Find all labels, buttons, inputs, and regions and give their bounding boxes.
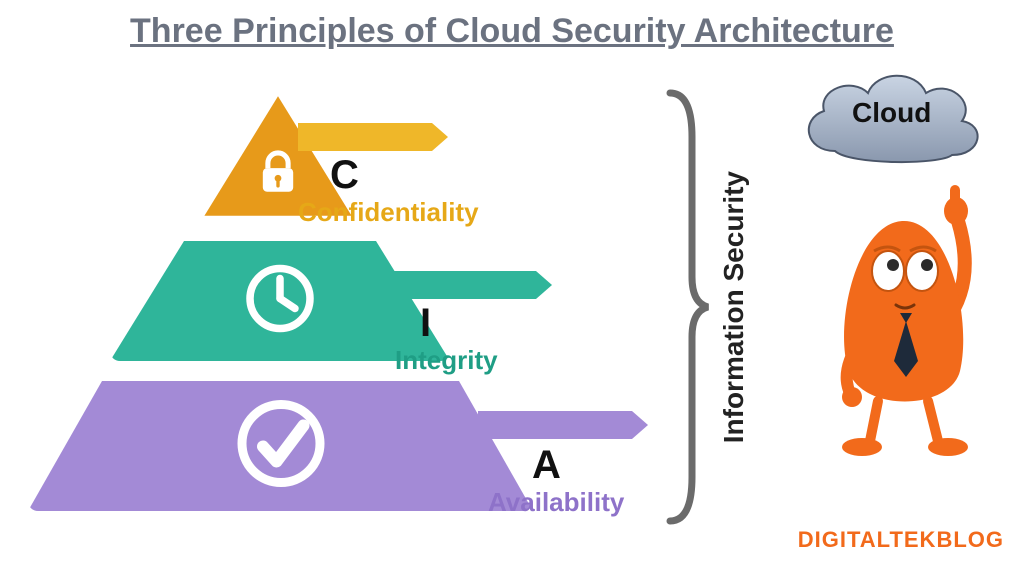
- tier-availability: [28, 381, 533, 511]
- tier-integrity: [110, 241, 450, 361]
- mascot-character: [800, 161, 1010, 466]
- tier-integrity-arrow: [392, 271, 552, 299]
- lock-icon: [251, 145, 305, 204]
- brand-watermark: DIGITALTEKBLOG: [798, 527, 1004, 553]
- grouping-brace: [660, 87, 710, 532]
- page-title: Three Principles of Cloud Security Archi…: [0, 0, 1024, 51]
- tier-confidentiality-arrow: [298, 123, 448, 151]
- tier-confidentiality-letter: C: [330, 153, 359, 198]
- tier-availability-word: Availability: [488, 487, 624, 518]
- tier-availability-arrow: [478, 411, 648, 439]
- tier-integrity-word: Integrity: [395, 345, 498, 376]
- cloud-label: Cloud: [852, 97, 931, 129]
- tier-confidentiality-word: Confidentiality: [298, 197, 479, 228]
- tier-availability-letter: A: [532, 443, 561, 488]
- diagram-stage: CConfidentiality IIntegrity AAvailabilit…: [0, 51, 1024, 571]
- check-icon: [233, 396, 329, 497]
- clock-icon: [240, 259, 320, 344]
- vertical-label-information-security: Information Security: [718, 171, 750, 443]
- tier-integrity-letter: I: [420, 301, 431, 346]
